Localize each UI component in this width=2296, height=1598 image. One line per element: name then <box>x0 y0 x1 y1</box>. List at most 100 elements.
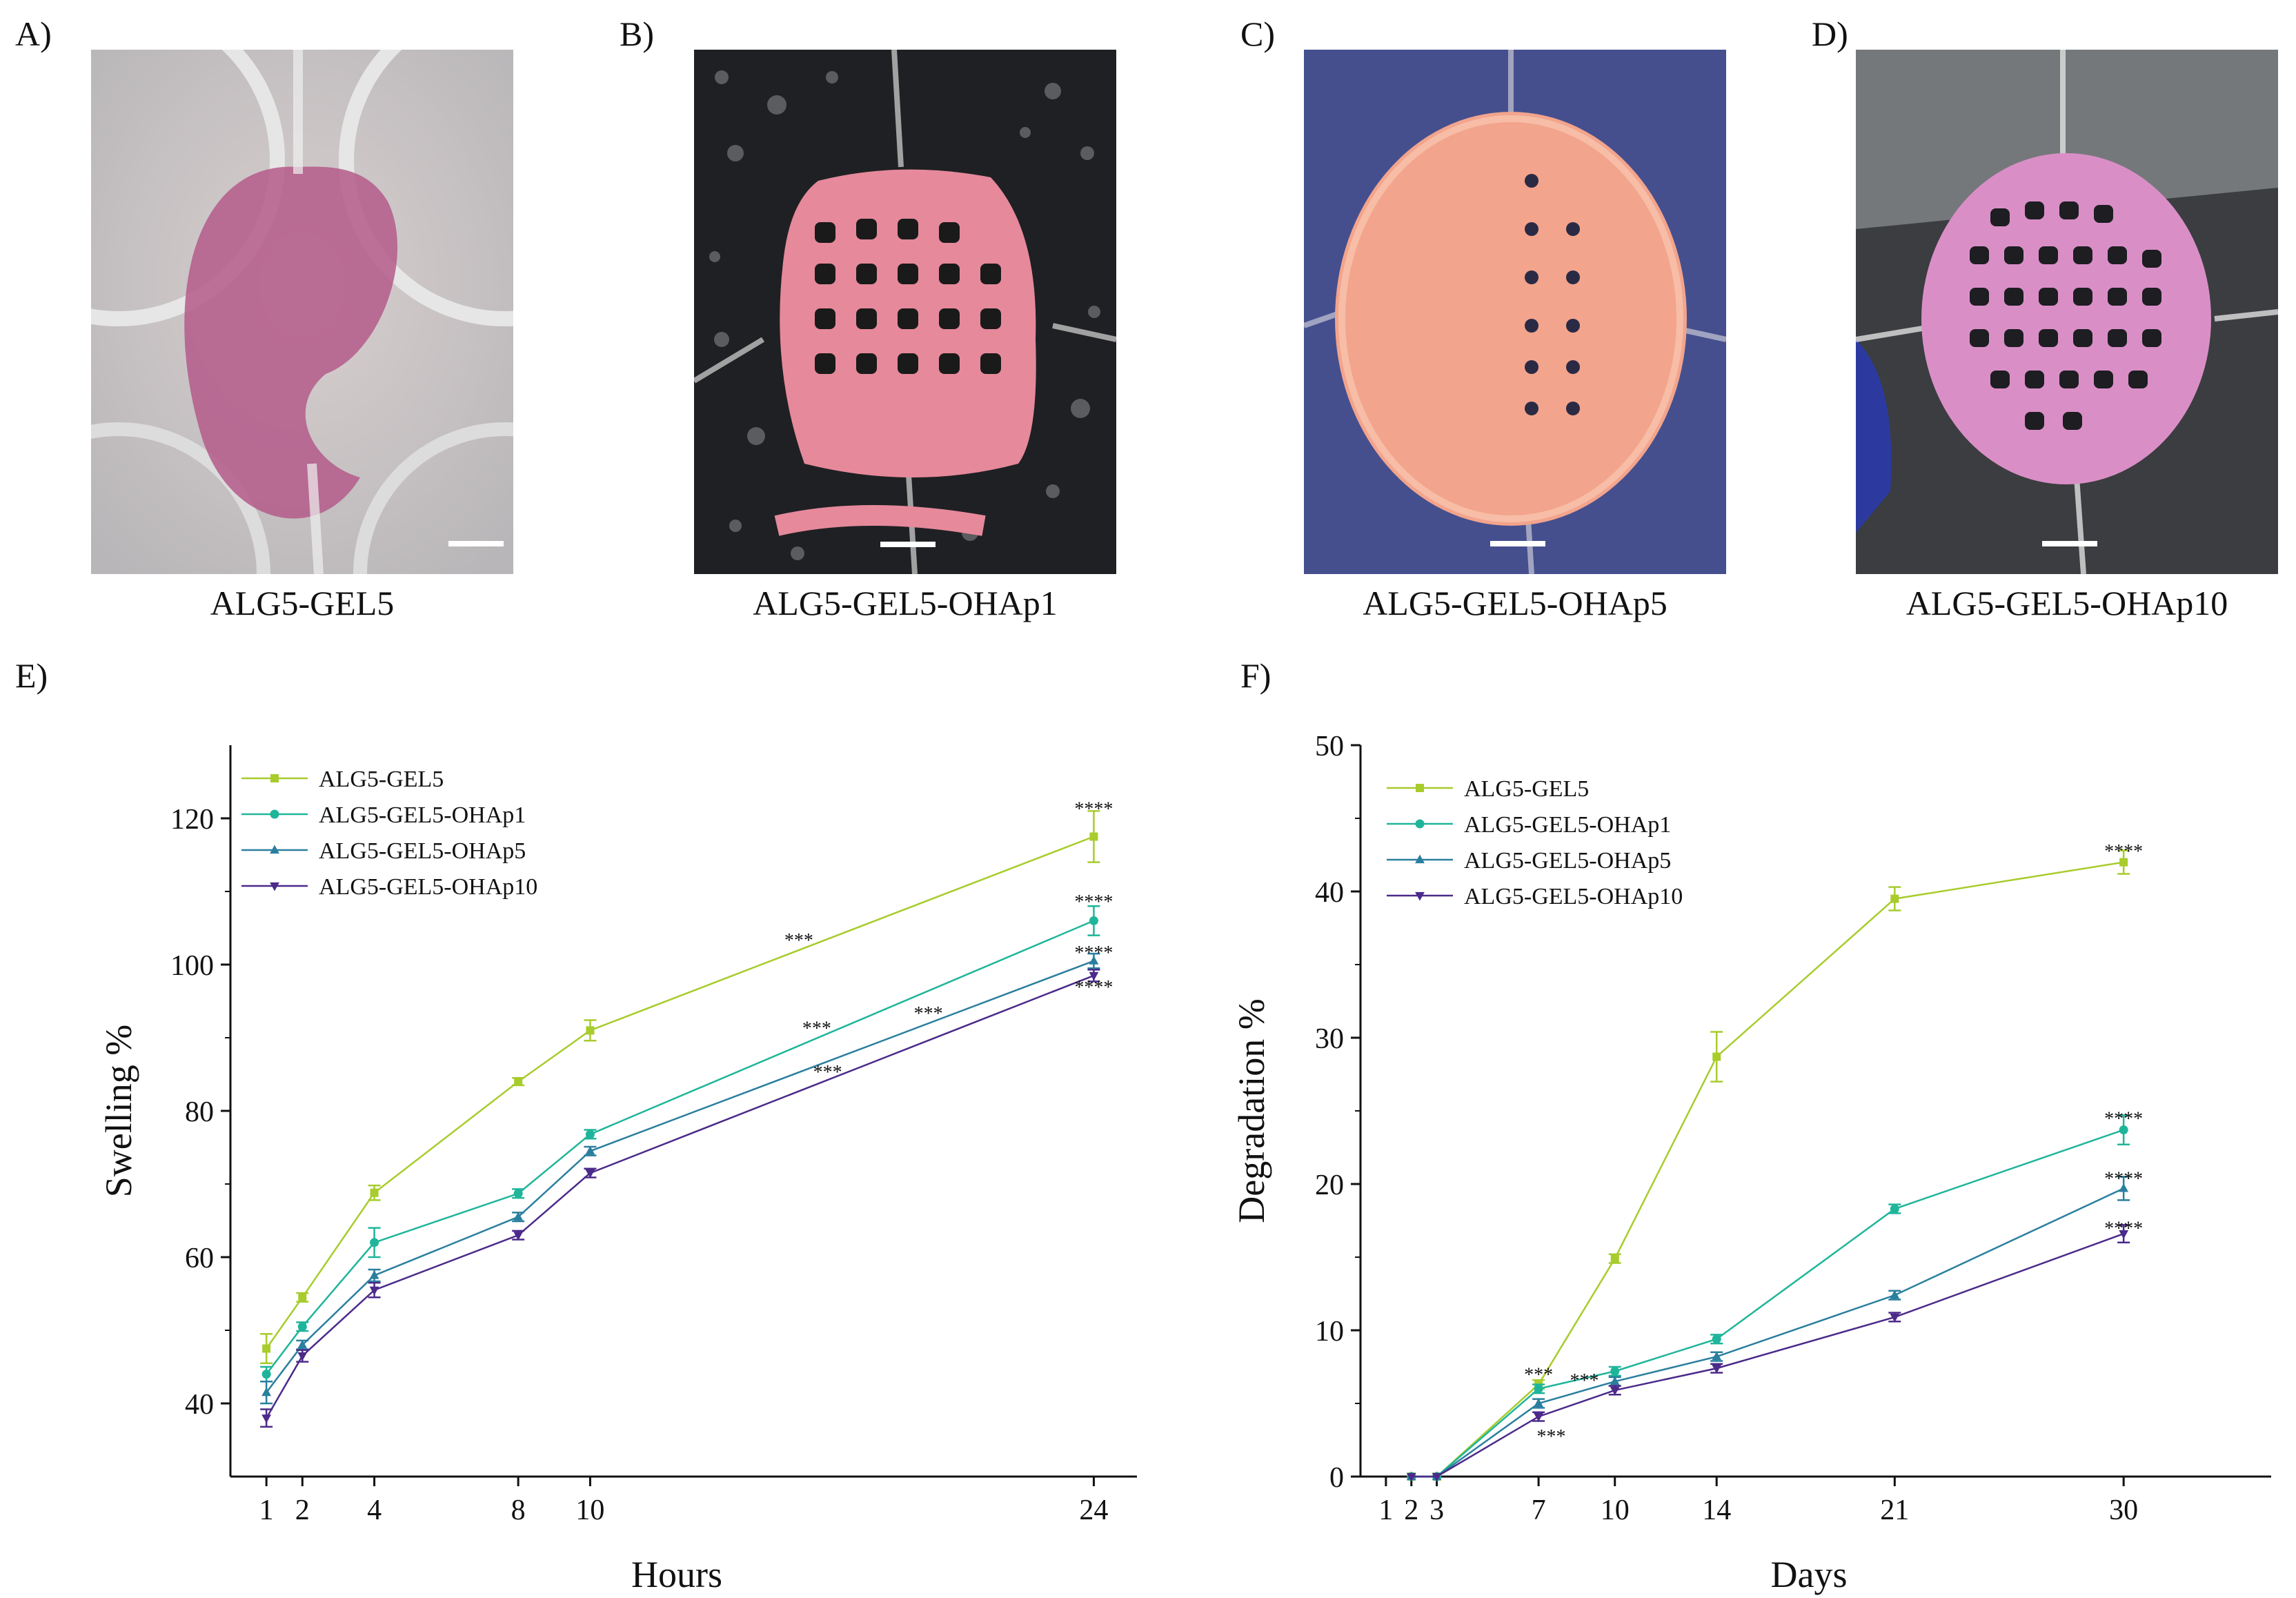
significance-label: **** <box>1074 977 1113 998</box>
legend-marker <box>270 882 279 891</box>
data-point <box>298 1293 307 1302</box>
y-tick-label: 20 <box>1315 1170 1344 1201</box>
legend-marker <box>1415 854 1425 864</box>
data-point <box>2119 858 2128 867</box>
x-tick-label: 10 <box>575 1495 604 1526</box>
x-tick-label: 8 <box>511 1495 526 1526</box>
data-point <box>1890 1204 1899 1214</box>
panel-label-d: D) <box>1812 14 1848 53</box>
series-line-alg5-gel5 <box>1411 861 2124 1478</box>
series-line-alg5-gel5-ohap1 <box>1411 1129 2124 1478</box>
data-point <box>261 1370 271 1379</box>
data-point <box>1534 1384 1543 1394</box>
y-tick-label: 40 <box>185 1389 214 1421</box>
caption-c: ALG5-GEL5-OHAp5 <box>1363 584 1667 622</box>
data-point <box>1890 1313 1900 1323</box>
x-tick-label: 7 <box>1532 1495 1546 1526</box>
data-point <box>1890 894 1899 903</box>
data-point <box>261 1414 272 1423</box>
significance-label: **** <box>2104 1219 2143 1240</box>
data-point <box>1610 1254 1619 1263</box>
legend-label: ALG5-GEL5-OHAp1 <box>1464 812 1671 838</box>
legend-marker <box>1415 819 1425 829</box>
data-point <box>514 1077 523 1086</box>
data-point <box>1890 1290 1900 1299</box>
y-tick-label: 100 <box>170 950 214 982</box>
data-point <box>585 1170 595 1178</box>
y-tick-label: 0 <box>1329 1462 1344 1494</box>
data-point <box>1610 1366 1620 1376</box>
legend-marker <box>270 774 279 782</box>
photo-alg5-gel5 <box>91 50 513 574</box>
x-tick-label: 1 <box>1378 1495 1393 1526</box>
significance-label: **** <box>2104 841 2143 862</box>
data-point <box>1712 1365 1722 1374</box>
legend-label: ALG5-GEL5-OHAp10 <box>1464 884 1683 909</box>
y-tick-label: 40 <box>1315 877 1344 909</box>
legend-label: ALG5-GEL5 <box>1464 776 1589 802</box>
photo-alg5-gel5-ohap1 <box>694 50 1116 574</box>
x-tick-label: 21 <box>1880 1495 1909 1526</box>
data-point <box>1089 916 1098 925</box>
data-point <box>369 1286 379 1296</box>
y-tick-label: 10 <box>1315 1316 1344 1348</box>
significance-label: *** <box>1524 1365 1553 1386</box>
y-tick-label: 80 <box>185 1096 214 1128</box>
y-axis-label: Swelling % <box>98 1025 139 1198</box>
data-point <box>586 1026 595 1035</box>
y-tick-label: 30 <box>1315 1023 1344 1055</box>
x-tick-label: 4 <box>367 1495 382 1526</box>
data-point <box>1712 1052 1721 1061</box>
series-line-alg5-gel5-ohap10 <box>1411 1232 2124 1478</box>
series-line-alg5-gel5-ohap10 <box>266 974 1094 1419</box>
x-tick-label: 2 <box>1404 1495 1418 1526</box>
x-tick-label: 30 <box>2109 1495 2138 1526</box>
series-line-alg5-gel5-ohap5 <box>266 960 1094 1393</box>
data-point <box>585 1130 595 1139</box>
data-point <box>1534 1398 1544 1408</box>
y-tick-label: 120 <box>170 804 214 836</box>
legend-label: ALG5-GEL5-OHAp1 <box>319 802 526 828</box>
significance-label: *** <box>1570 1370 1599 1392</box>
caption-b: ALG5-GEL5-OHAp1 <box>753 584 1058 622</box>
data-point <box>297 1322 307 1332</box>
panel-label-b: B) <box>620 14 654 53</box>
significance-label: **** <box>1074 891 1113 913</box>
data-point <box>513 1212 524 1221</box>
data-point <box>513 1232 524 1241</box>
data-point <box>2119 1183 2129 1192</box>
x-tick-label: 14 <box>1702 1495 1731 1526</box>
data-point <box>2119 1230 2129 1239</box>
x-tick-label: 24 <box>1079 1495 1108 1526</box>
data-point <box>1089 971 1099 981</box>
data-point <box>1610 1376 1620 1385</box>
series-line-alg5-gel5 <box>266 836 1094 1350</box>
data-point <box>1089 832 1098 841</box>
data-point <box>2119 1125 2128 1135</box>
data-point <box>1406 1472 1416 1482</box>
significance-label: **** <box>2104 1169 2143 1190</box>
x-axis-label: Days <box>1771 1554 1848 1595</box>
significance-label: *** <box>1537 1426 1566 1448</box>
panel-label-a: A) <box>15 14 52 53</box>
data-point <box>1712 1351 1722 1361</box>
y-tick-label: 50 <box>1315 731 1344 762</box>
caption-d: ALG5-GEL5-OHAp10 <box>1906 584 2228 622</box>
y-axis-label: Degradation % <box>1231 998 1272 1223</box>
legend-label: ALG5-GEL5-OHAp5 <box>1464 848 1671 874</box>
data-point <box>1432 1472 1442 1482</box>
data-point <box>262 1344 271 1353</box>
significance-label: *** <box>802 1018 831 1039</box>
legend-label: ALG5-GEL5 <box>319 767 444 792</box>
data-point <box>369 1270 379 1279</box>
legend-marker <box>1415 891 1425 901</box>
legend-marker <box>270 845 279 854</box>
panel-label-e: E) <box>15 656 48 695</box>
data-point <box>370 1188 379 1197</box>
y-tick-label: 60 <box>185 1243 214 1274</box>
x-tick-label: 3 <box>1429 1495 1444 1526</box>
significance-label: **** <box>2104 1109 2143 1130</box>
photo-alg5-gel5-ohap5 <box>1304 50 1726 574</box>
panel-label-f: F) <box>1240 656 1271 695</box>
